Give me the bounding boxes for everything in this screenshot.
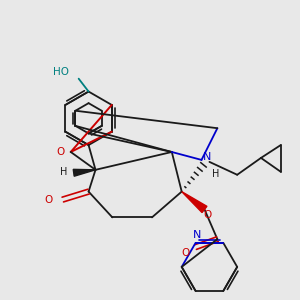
Polygon shape [182,192,207,213]
Text: HO: HO [53,67,69,77]
Polygon shape [73,169,95,176]
Text: H: H [60,167,68,177]
Text: O: O [45,194,53,205]
Text: O: O [57,147,65,157]
Text: O: O [203,210,211,220]
Text: N: N [194,230,202,240]
Text: H: H [212,169,219,179]
Text: N: N [203,152,212,162]
Text: O: O [182,248,190,258]
